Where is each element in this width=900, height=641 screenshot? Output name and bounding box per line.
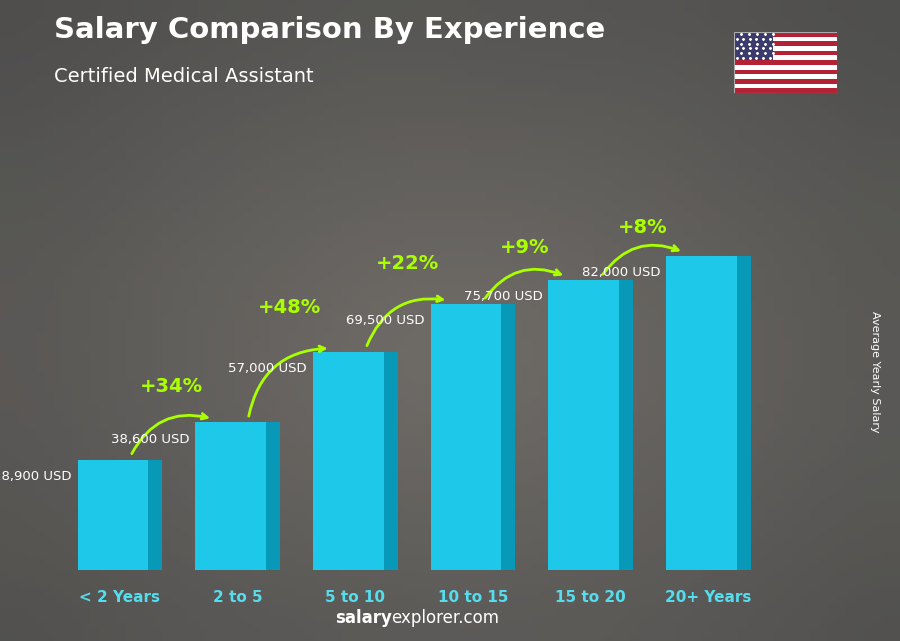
Text: 2 to 5: 2 to 5 bbox=[212, 590, 263, 604]
Text: < 2 Years: < 2 Years bbox=[79, 590, 160, 604]
Text: 82,000 USD: 82,000 USD bbox=[581, 266, 660, 279]
Text: +22%: +22% bbox=[375, 254, 438, 273]
Bar bbox=[734, 46, 837, 51]
Polygon shape bbox=[383, 352, 398, 570]
Text: +8%: +8% bbox=[617, 218, 667, 237]
Text: Certified Medical Assistant: Certified Medical Assistant bbox=[54, 67, 313, 87]
Text: 75,700 USD: 75,700 USD bbox=[464, 290, 543, 303]
Polygon shape bbox=[619, 280, 633, 570]
FancyBboxPatch shape bbox=[195, 422, 266, 570]
Bar bbox=[734, 60, 837, 65]
Text: Average Yearly Salary: Average Yearly Salary bbox=[869, 311, 880, 433]
Text: Salary Comparison By Experience: Salary Comparison By Experience bbox=[54, 16, 605, 44]
FancyBboxPatch shape bbox=[77, 460, 148, 570]
Text: 15 to 20: 15 to 20 bbox=[555, 590, 626, 604]
FancyBboxPatch shape bbox=[666, 256, 736, 570]
FancyBboxPatch shape bbox=[430, 304, 501, 570]
Text: 28,900 USD: 28,900 USD bbox=[0, 470, 72, 483]
Bar bbox=[734, 88, 837, 93]
Polygon shape bbox=[501, 304, 516, 570]
Text: 38,600 USD: 38,600 USD bbox=[111, 433, 189, 446]
Bar bbox=[734, 65, 837, 69]
Text: 10 to 15: 10 to 15 bbox=[437, 590, 508, 604]
Bar bbox=[734, 32, 837, 37]
Bar bbox=[734, 69, 837, 74]
FancyBboxPatch shape bbox=[548, 280, 619, 570]
Bar bbox=[734, 51, 837, 56]
Polygon shape bbox=[266, 422, 280, 570]
FancyBboxPatch shape bbox=[313, 352, 383, 570]
Text: +34%: +34% bbox=[140, 377, 203, 395]
Text: +48%: +48% bbox=[257, 299, 321, 317]
Bar bbox=[734, 74, 837, 79]
Bar bbox=[734, 42, 837, 46]
Text: 69,500 USD: 69,500 USD bbox=[346, 314, 425, 328]
Text: 5 to 10: 5 to 10 bbox=[325, 590, 385, 604]
Text: explorer.com: explorer.com bbox=[392, 609, 500, 627]
Bar bbox=[734, 79, 837, 83]
Bar bbox=[734, 37, 837, 42]
Text: 57,000 USD: 57,000 USD bbox=[229, 362, 307, 375]
Bar bbox=[734, 56, 837, 60]
Text: 20+ Years: 20+ Years bbox=[665, 590, 752, 604]
Polygon shape bbox=[736, 256, 751, 570]
Bar bbox=[734, 32, 773, 60]
Text: +9%: +9% bbox=[500, 238, 550, 257]
Text: salary: salary bbox=[335, 609, 392, 627]
Bar bbox=[734, 83, 837, 88]
Polygon shape bbox=[148, 460, 162, 570]
